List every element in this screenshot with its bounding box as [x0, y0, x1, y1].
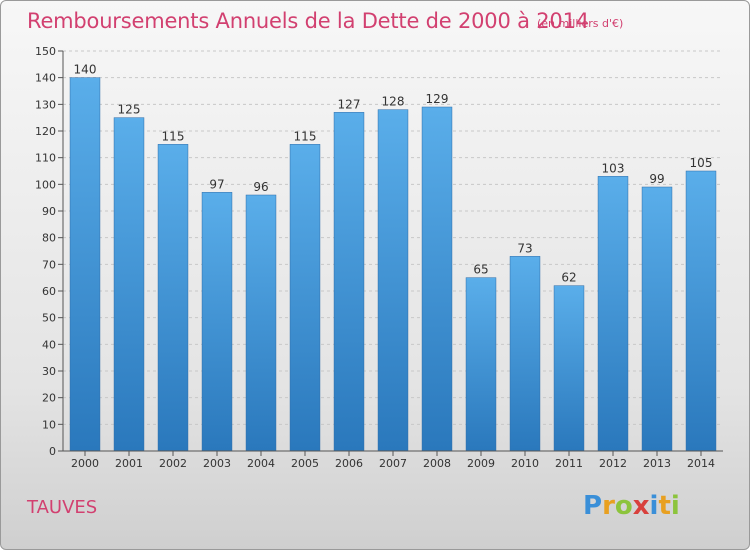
bar-value-label: 97	[209, 177, 224, 191]
y-tick-label: 20	[42, 392, 56, 405]
bar-value-label: 96	[253, 180, 268, 194]
x-tick-label: 2007	[379, 457, 407, 470]
y-tick-label: 100	[35, 178, 56, 191]
bars: 140 125 115 97 96 115 127 128 129 65 73 62 103 99 105	[69, 63, 717, 452]
bar	[69, 77, 101, 452]
x-tick-label: 2000	[71, 457, 99, 470]
y-tick-label: 110	[35, 152, 56, 165]
proxiti-logo: Proxiti	[583, 491, 680, 521]
logo-letter: i	[649, 491, 659, 521]
bar-value-label: 128	[382, 95, 405, 109]
bar	[113, 117, 145, 452]
bar-value-label: 105	[690, 156, 713, 170]
y-tick-label: 150	[35, 45, 56, 58]
y-tick-label: 120	[35, 125, 56, 138]
y-tick-label: 10	[42, 418, 56, 431]
bar	[465, 277, 497, 452]
bar	[157, 144, 189, 452]
y-tick-label: 80	[42, 232, 56, 245]
y-tick-label: 50	[42, 312, 56, 325]
x-tick-label: 2003	[203, 457, 231, 470]
x-tick-label: 2008	[423, 457, 451, 470]
logo-letter: t	[658, 491, 671, 521]
bar	[245, 194, 277, 452]
bar-value-label: 115	[162, 129, 185, 143]
y-tick-label: 30	[42, 365, 56, 378]
bar	[509, 256, 541, 452]
bar	[553, 285, 585, 452]
bar-value-label: 103	[602, 161, 625, 175]
logo-letter: P	[583, 491, 603, 521]
logo-letter: o	[614, 491, 633, 521]
bar-value-label: 127	[338, 97, 361, 111]
x-tick-label: 2002	[159, 457, 187, 470]
y-tick-label: 130	[35, 98, 56, 111]
town-name: TAUVES	[27, 497, 98, 518]
x-tick-label: 2006	[335, 457, 363, 470]
x-tick-label: 2005	[291, 457, 319, 470]
chart-unit: (en milliers d'€)	[537, 17, 624, 30]
bar-value-label: 140	[74, 63, 97, 77]
x-tick-label: 2001	[115, 457, 143, 470]
x-tick-label: 2009	[467, 457, 495, 470]
bar-value-label: 125	[118, 103, 141, 117]
y-tick-label: 0	[49, 445, 56, 458]
y-tick-label: 40	[42, 338, 56, 351]
x-tick-label: 2011	[555, 457, 583, 470]
logo-letter: i	[670, 491, 680, 521]
bar-value-label: 62	[561, 271, 576, 285]
bar	[597, 176, 629, 452]
bar	[377, 109, 409, 452]
bar	[333, 112, 365, 452]
y-tick-label: 60	[42, 285, 56, 298]
bar	[289, 144, 321, 452]
x-tick-label: 2014	[687, 457, 715, 470]
bar-value-label: 99	[649, 172, 664, 186]
bar	[201, 192, 233, 452]
y-tick-label: 90	[42, 205, 56, 218]
x-tick-label: 2013	[643, 457, 671, 470]
x-tick-label: 2004	[247, 457, 275, 470]
logo-letter: r	[602, 491, 615, 521]
bar-value-label: 115	[294, 129, 317, 143]
chart-title: Remboursements Annuels de la Dette de 20…	[27, 9, 589, 33]
bar	[685, 170, 717, 452]
bar	[421, 106, 453, 452]
bar-value-label: 73	[517, 241, 532, 255]
logo-letter: x	[632, 491, 650, 521]
y-tick-label: 140	[35, 72, 56, 85]
x-tick-label: 2010	[511, 457, 539, 470]
y-tick-label: 70	[42, 258, 56, 271]
bar-value-label: 65	[473, 263, 488, 277]
x-tick-label: 2012	[599, 457, 627, 470]
bar	[641, 186, 673, 452]
bar-value-label: 129	[426, 92, 449, 106]
axes: 0 10 20 30 40 50 60 70 80 90 100 110 120 130 140 150 200…	[35, 45, 723, 470]
